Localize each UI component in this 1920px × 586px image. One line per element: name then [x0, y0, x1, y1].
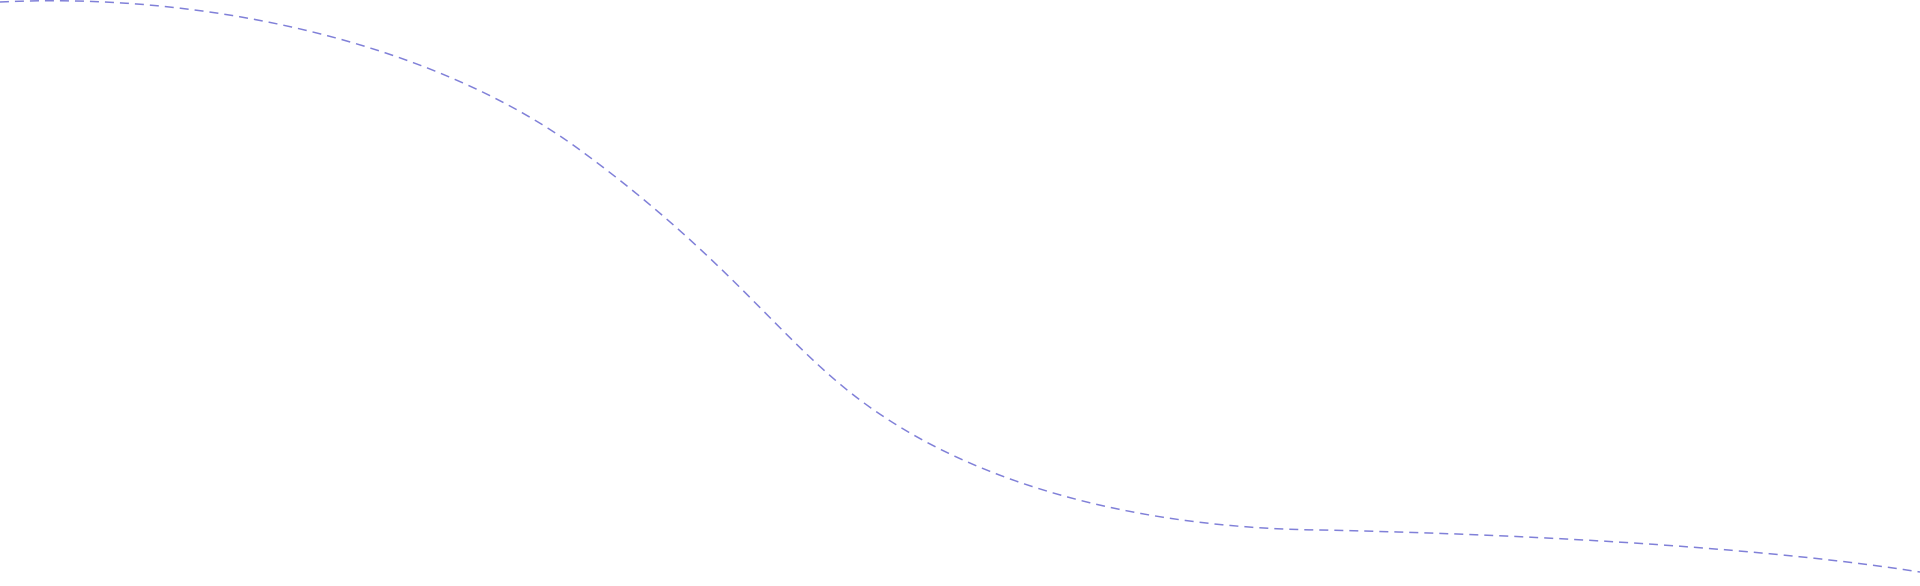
dashed-wave-curve: [0, 0, 1920, 573]
